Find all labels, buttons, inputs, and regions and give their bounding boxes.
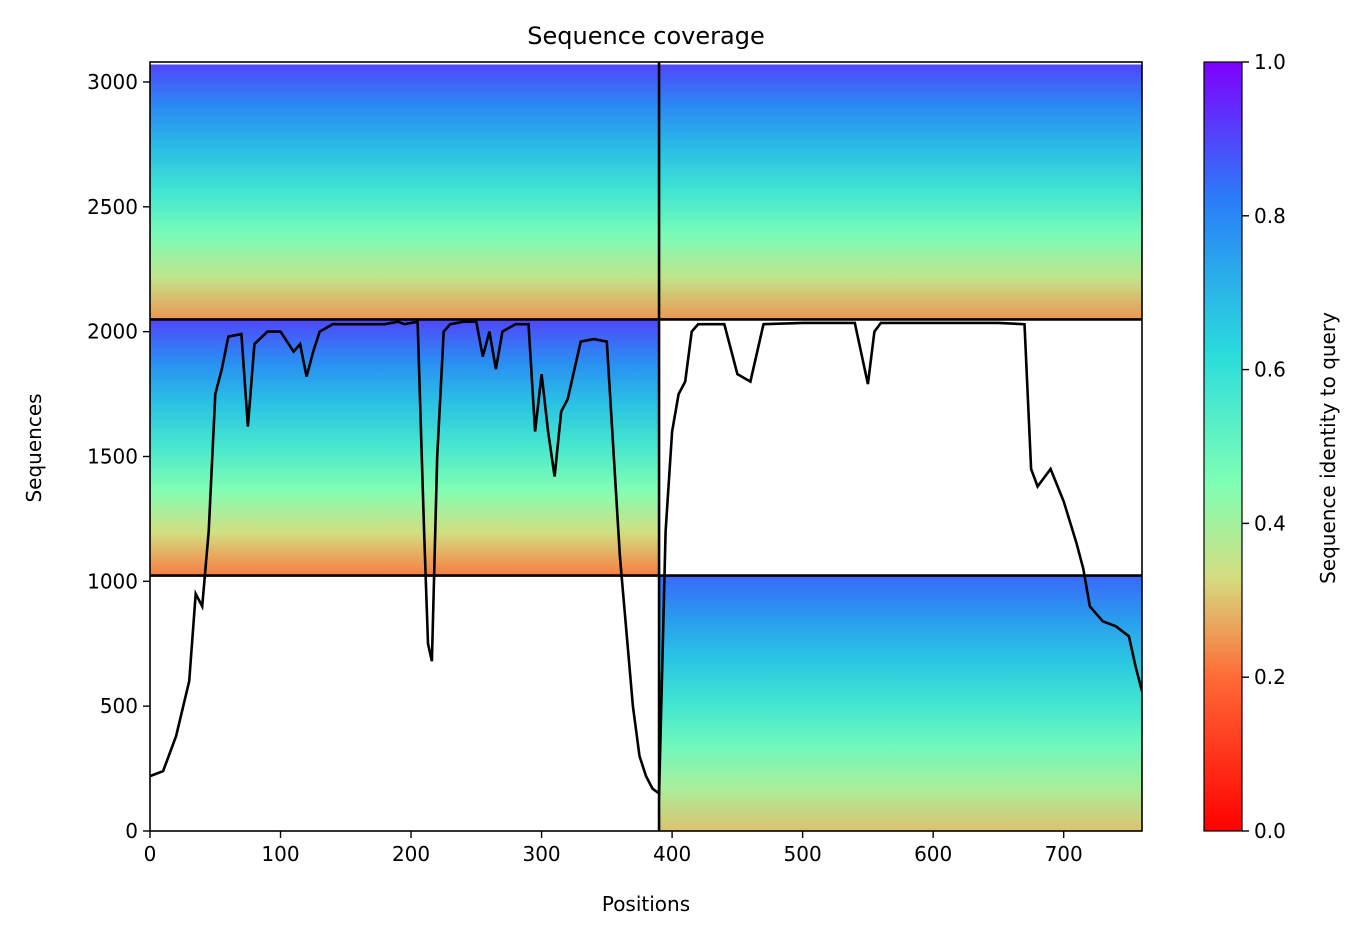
x-tick-label: 0 [144,842,157,866]
y-tick-label: 2500 [87,195,138,219]
colorbar-tick-label: 0.8 [1254,204,1286,228]
y-tick-label: 500 [100,694,138,718]
coverage-line [150,320,1142,797]
x-tick-label: 100 [261,842,299,866]
y-tick-label: 2000 [87,320,138,344]
colorbar-tick-label: 0.4 [1254,511,1286,535]
plot-frame [149,61,1143,832]
y-tick-label: 1500 [87,444,138,468]
plot-area [150,62,1142,831]
x-tick-label: 600 [914,842,952,866]
colorbar [1203,61,1243,832]
msa-block [659,575,1142,831]
block-boundaries [150,62,1142,831]
x-tick-label: 500 [784,842,822,866]
y-axis-label: Sequences [22,393,46,502]
x-tick-label: 700 [1045,842,1083,866]
msa-block [150,319,660,576]
msa-block [659,64,1142,320]
colorbar-tick-label: 0.0 [1254,819,1286,843]
x-tick-label: 200 [392,842,430,866]
colorbar-tick-label: 0.2 [1254,665,1286,689]
colorbar-tick-label: 0.6 [1254,358,1286,382]
colorbar-label: Sequence identity to query [1316,312,1340,584]
y-tick-label: 1000 [87,569,138,593]
x-axis-label: Positions [602,892,690,916]
y-tick-label: 0 [125,819,138,843]
y-tick-label: 3000 [87,70,138,94]
x-tick-label: 400 [653,842,691,866]
msa-blocks [150,64,1142,831]
x-tick-label: 300 [522,842,560,866]
colorbar-ticks: 0.0 0.2 0.4 0.6 0.8 1.0 [1242,50,1286,843]
x-axis: 0 100 200 300 400 500 600 700 [144,831,1083,866]
y-axis: 0 500 1000 1500 2000 2500 3000 [87,70,150,843]
chart-title: Sequence coverage [527,22,764,50]
msa-block [150,64,660,320]
colorbar-tick-label: 1.0 [1254,50,1286,74]
